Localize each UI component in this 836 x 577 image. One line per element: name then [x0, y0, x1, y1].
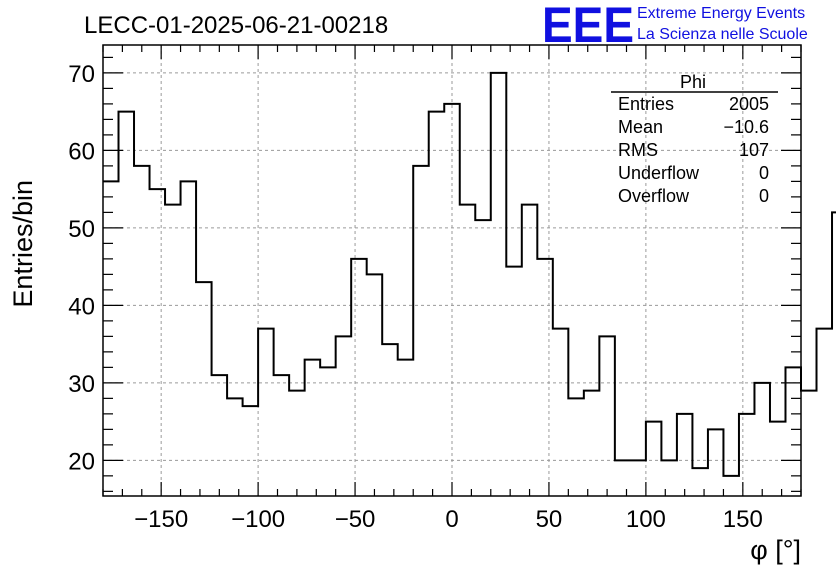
- histogram-bin: [723, 476, 739, 496]
- histogram-bin: [553, 329, 569, 496]
- histogram-bin: [584, 391, 600, 496]
- histogram-bin: [150, 189, 166, 496]
- y-tick-label: 50: [68, 216, 95, 243]
- x-tick-label: 100: [626, 506, 666, 533]
- stats-rows: Entries 2005 Mean −10.6 RMS 107 Underflow 0 Over…: [618, 94, 769, 206]
- histogram-bin: [429, 112, 445, 496]
- histogram-bin: [320, 367, 336, 496]
- histogram-bin: [289, 391, 305, 496]
- y-tick-label: 70: [68, 61, 95, 88]
- x-tick-label: 50: [536, 506, 563, 533]
- y-tick-label: 60: [68, 138, 95, 165]
- x-tick-label: 0: [445, 506, 458, 533]
- histogram-bin: [398, 360, 414, 496]
- histogram-bin: [785, 367, 801, 496]
- stats-row-label: Overflow: [618, 186, 690, 206]
- stats-row-value: −10.6: [723, 117, 769, 137]
- stats-row-label: Underflow: [618, 163, 700, 183]
- histogram-bin: [801, 391, 817, 496]
- eee-logo: EEE Extreme Energy Events La Scienza nel…: [542, 0, 808, 53]
- y-tick-label: 30: [68, 371, 95, 398]
- histogram-bin: [615, 460, 631, 496]
- histogram-bin: [677, 414, 693, 496]
- eee-logo-line1: Extreme Energy Events: [637, 5, 805, 22]
- histogram-bin: [475, 220, 491, 496]
- grid-lines: [103, 45, 801, 496]
- stats-row-label: Entries: [618, 94, 674, 114]
- histogram-bin: [227, 398, 243, 496]
- x-tick-label: 150: [723, 506, 763, 533]
- histogram-bin: [537, 259, 553, 496]
- histogram-bin: [754, 383, 770, 496]
- histogram-bin: [243, 406, 259, 496]
- y-tick-label: 40: [68, 293, 95, 320]
- stats-row-value: 0: [759, 163, 769, 183]
- histogram-bin: [444, 104, 460, 496]
- histogram-bin: [336, 336, 352, 496]
- histogram-bin: [630, 460, 646, 496]
- stats-row-label: RMS: [618, 140, 658, 160]
- histogram-bin: [568, 398, 584, 496]
- histogram-bin: [460, 205, 476, 496]
- stats-row-value: 107: [739, 140, 769, 160]
- histogram-bin: [491, 73, 507, 496]
- histogram-bin: [181, 181, 197, 496]
- histogram-bin: [382, 344, 398, 496]
- stats-title: Phi: [680, 72, 706, 92]
- y-axis-label: Entries/bin: [8, 180, 38, 308]
- histogram-outline: [103, 71, 836, 477]
- histogram-bin: [367, 274, 383, 496]
- stats-box: Phi Entries 2005 Mean −10.6 RMS 107 Underflow 0…: [611, 72, 778, 206]
- histogram-bin: [351, 259, 367, 496]
- histogram-bin: [212, 375, 228, 496]
- histogram-bin: [165, 205, 181, 496]
- chart-title: LECC-01-2025-06-21-00218: [84, 12, 388, 39]
- stats-row-value: 2005: [729, 94, 769, 114]
- x-axis-ticks: −150 −100 −50 0 50 100 150: [102, 45, 802, 533]
- eee-logo-mark: EEE: [542, 0, 634, 53]
- histogram-bin: [599, 336, 615, 496]
- histogram-bin: [103, 181, 119, 496]
- histogram-bin: [692, 468, 708, 496]
- y-axis-ticks: 20 30 40 50 60 70: [68, 56, 801, 492]
- x-tick-label: −100: [231, 506, 285, 533]
- histogram-bin: [646, 422, 662, 496]
- histogram-bin: [506, 267, 522, 496]
- histogram-bin: [739, 414, 755, 496]
- stats-row-label: Mean: [618, 117, 663, 137]
- x-tick-label: −150: [134, 506, 188, 533]
- eee-logo-line2: La Scienza nelle Scuole: [637, 26, 808, 43]
- histogram-bin: [708, 429, 724, 496]
- histogram-bin: [413, 166, 429, 496]
- histogram-bin: [274, 375, 290, 496]
- histogram-bin: [134, 166, 150, 496]
- histogram-bin: [817, 329, 833, 496]
- histogram-bin: [119, 112, 135, 496]
- x-tick-label: −50: [335, 506, 376, 533]
- histogram-bin: [196, 282, 212, 496]
- histogram-bin: [522, 205, 538, 496]
- histogram-bin: [258, 329, 274, 496]
- x-axis-label: φ [°]: [750, 535, 801, 565]
- y-tick-label: 20: [68, 448, 95, 475]
- histogram-bin: [661, 460, 677, 496]
- histogram-bin: [770, 422, 786, 496]
- stats-row-value: 0: [759, 186, 769, 206]
- histogram-bin: [305, 360, 321, 496]
